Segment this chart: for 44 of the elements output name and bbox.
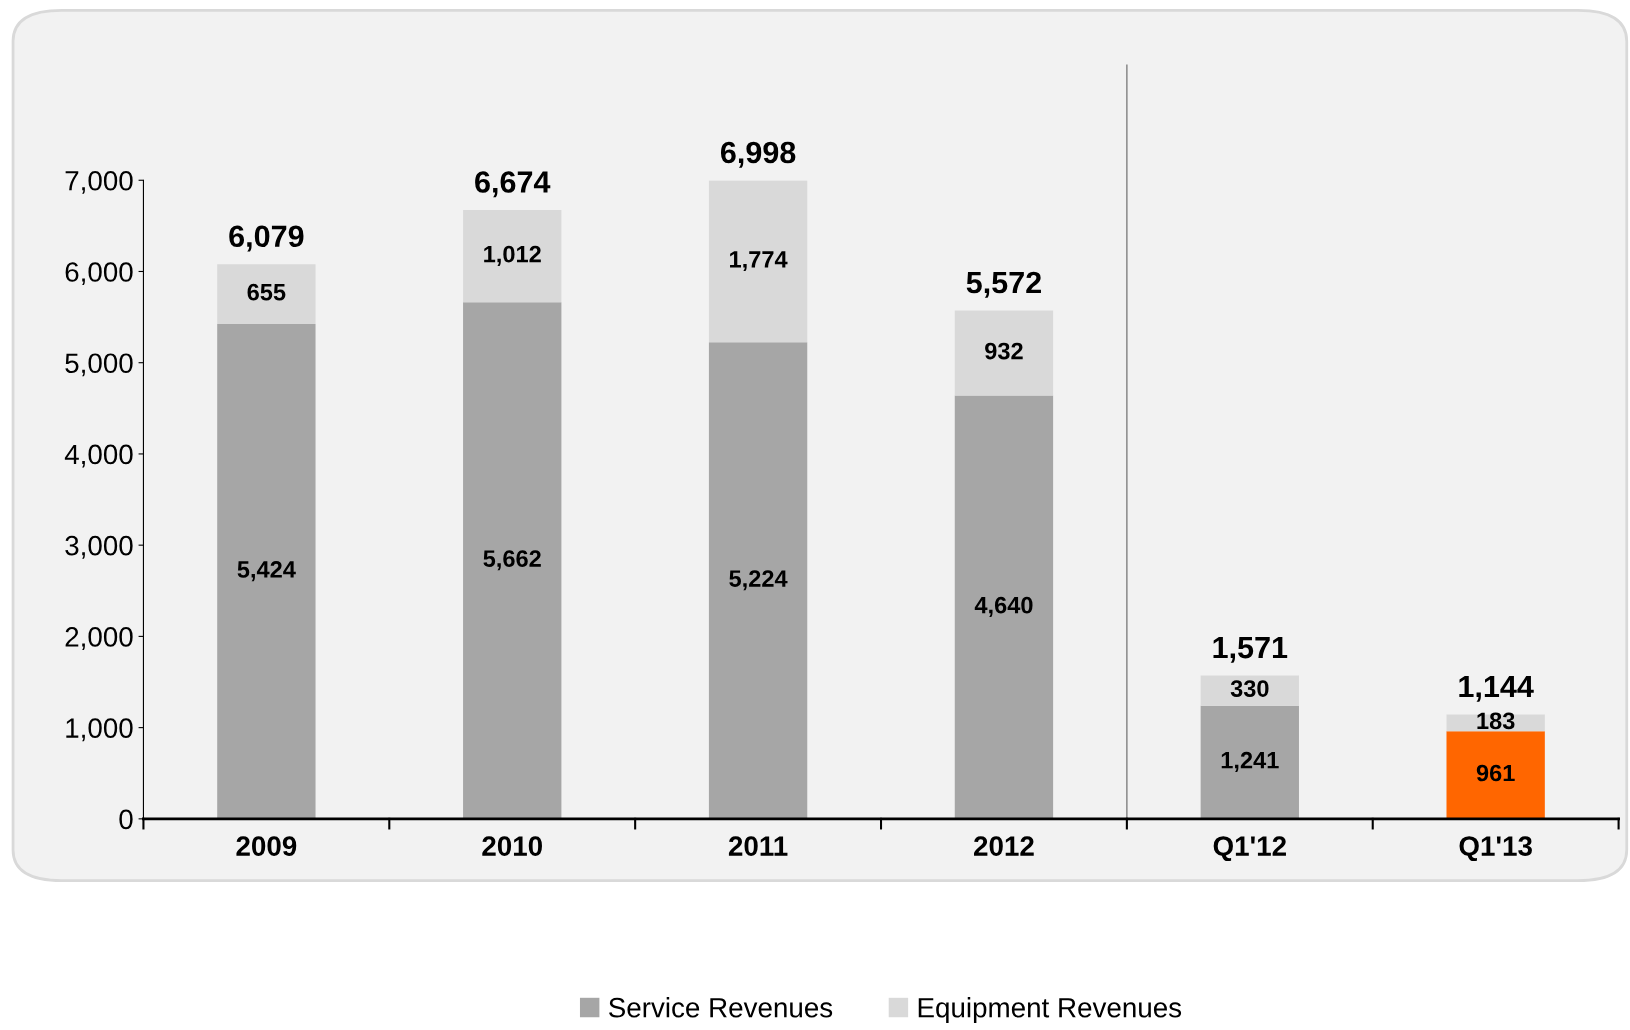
y-tick-label: 6,000 <box>65 262 133 286</box>
bar <box>1200 705 1299 819</box>
x-tick-label: 2011 <box>728 836 788 856</box>
x-tick-label: 2010 <box>482 836 542 856</box>
y-tick-label: 4,000 <box>64 444 133 468</box>
total-label: 6,674 <box>475 171 551 198</box>
legend-label: Service Revenues <box>609 997 833 1018</box>
x-tick-label: 2012 <box>974 836 1034 856</box>
data-label: 5,424 <box>237 561 296 582</box>
legend-label: Equipment Revenues <box>918 997 1182 1024</box>
bar <box>708 342 808 819</box>
data-label: 183 <box>1477 712 1515 730</box>
x-tick-label: 2009 <box>236 836 297 856</box>
total-label: 6,998 <box>720 141 796 168</box>
data-label: 330 <box>1230 680 1269 697</box>
bar <box>954 310 1054 396</box>
data-label: 5,224 <box>729 570 788 591</box>
y-tick-label: 7,000 <box>65 170 133 194</box>
bar <box>1446 731 1545 819</box>
bar <box>217 264 316 325</box>
data-label: 1,012 <box>484 245 541 266</box>
bar <box>217 324 316 819</box>
y-tick-label: 0 <box>119 809 133 830</box>
data-label: 655 <box>247 283 286 301</box>
y-tick-label: 1,000 <box>66 718 133 742</box>
data-label: 5,662 <box>483 550 541 571</box>
y-tick-label: 2,000 <box>65 627 133 651</box>
y-tick-label: 3,000 <box>65 535 133 559</box>
data-label: 961 <box>1476 764 1515 782</box>
bar <box>708 180 808 343</box>
bar <box>463 209 562 303</box>
data-label: 1,774 <box>730 251 788 272</box>
total-label: 5,572 <box>966 271 1041 298</box>
total-label: 1,571 <box>1213 637 1288 663</box>
bar <box>463 302 562 819</box>
bar <box>954 395 1054 819</box>
y-tick-label: 5,000 <box>65 353 133 377</box>
total-label: 1,144 <box>1459 676 1534 702</box>
data-label: 1,241 <box>1221 751 1279 772</box>
data-label: 932 <box>985 342 1023 360</box>
data-label: 4,640 <box>974 596 1033 617</box>
x-tick-label: Q1'12 <box>1213 836 1286 862</box>
x-tick-label: Q1'13 <box>1459 836 1532 862</box>
total-label: 6,079 <box>229 225 304 252</box>
